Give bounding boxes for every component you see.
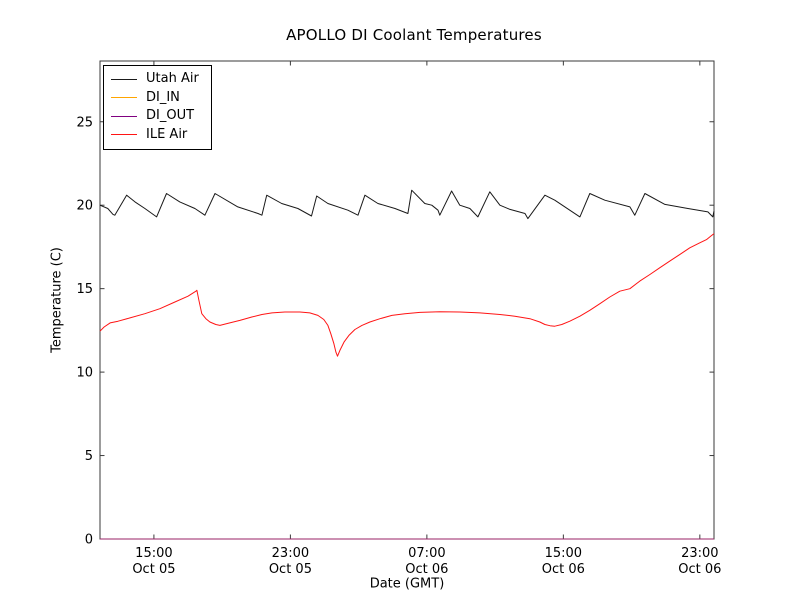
legend-label: DI_IN bbox=[146, 89, 180, 105]
x-tick-label-date: Oct 06 bbox=[405, 562, 448, 577]
y-tick-label: 15 bbox=[76, 282, 93, 297]
x-tick-label-date: Oct 05 bbox=[132, 562, 175, 577]
x-tick-label-time: 23:00 bbox=[681, 546, 718, 561]
x-tick-label-date: Oct 05 bbox=[269, 562, 312, 577]
di-out-line-swatch bbox=[111, 115, 137, 117]
legend-item-di-in: DI_IN bbox=[111, 89, 199, 108]
series-line-ile-air bbox=[99, 233, 715, 357]
y-axis-label: Temperature (C) bbox=[49, 247, 65, 353]
x-axis-label: Date (GMT) bbox=[369, 576, 445, 592]
series-line-utah-air bbox=[99, 189, 715, 220]
legend-label: DI_OUT bbox=[146, 108, 195, 123]
legend-item-di-out: DI_OUT bbox=[111, 107, 199, 126]
legend-label: Utah Air bbox=[146, 71, 199, 86]
x-tick-label-date: Oct 06 bbox=[542, 562, 585, 577]
chart-title: APOLLO DI Coolant Temperatures bbox=[286, 26, 542, 44]
y-tick-label: 0 bbox=[85, 533, 93, 548]
legend: Utah Air DI_IN DI_OUT ILE Air bbox=[103, 65, 212, 150]
y-tick-label: 20 bbox=[76, 199, 93, 214]
ile-air-line-swatch bbox=[111, 134, 137, 136]
x-tick-label-time: 07:00 bbox=[408, 546, 445, 561]
x-tick-label-time: 23:00 bbox=[272, 546, 309, 561]
x-tick-label-date: Oct 06 bbox=[678, 562, 721, 577]
x-tick-label-time: 15:00 bbox=[545, 546, 582, 561]
y-tick-label: 5 bbox=[85, 449, 93, 464]
y-tick-label: 10 bbox=[76, 366, 93, 381]
x-tick-label-time: 15:00 bbox=[135, 546, 172, 561]
di-in-line-swatch bbox=[111, 97, 137, 99]
legend-item-utah-air: Utah Air bbox=[111, 70, 199, 89]
legend-label: ILE Air bbox=[146, 126, 188, 142]
y-tick-label: 25 bbox=[76, 115, 93, 130]
utah-air-line-swatch bbox=[111, 78, 137, 80]
legend-item-ile-air: ILE Air bbox=[111, 126, 199, 145]
